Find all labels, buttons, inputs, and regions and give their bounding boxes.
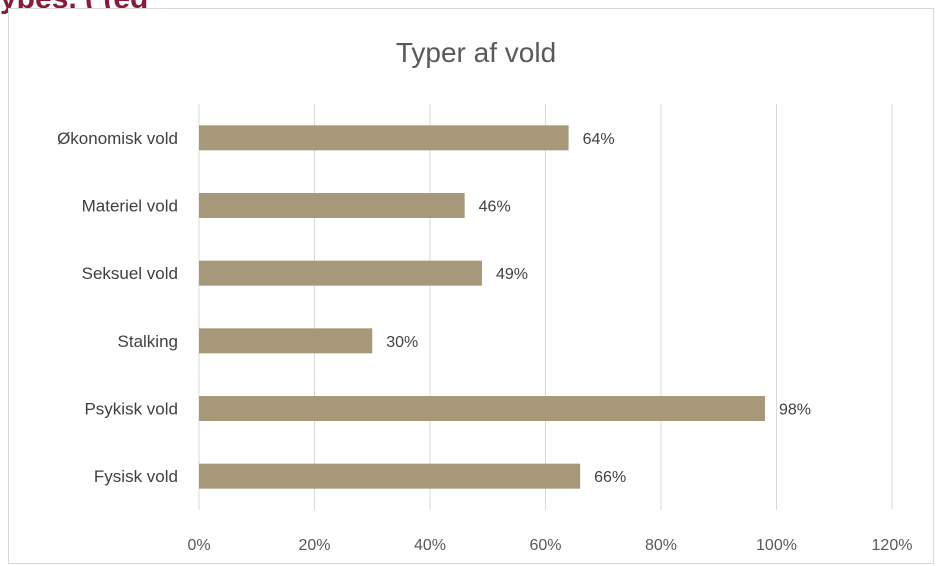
- category-label: Stalking: [118, 332, 178, 351]
- x-tick-label: 0%: [187, 537, 210, 554]
- chart-title: Typer af vold: [396, 37, 556, 68]
- bar: [199, 193, 465, 218]
- category-label: Seksuel vold: [82, 264, 178, 283]
- bar: [199, 463, 581, 489]
- x-tick-label: 60%: [529, 537, 561, 554]
- data-label: 46%: [479, 199, 511, 216]
- data-label: 30%: [386, 334, 418, 351]
- x-tick-label: 120%: [872, 537, 913, 554]
- x-tick-label: 100%: [756, 537, 797, 554]
- x-tick-label: 80%: [645, 537, 677, 554]
- category-label: Psykisk vold: [84, 400, 178, 419]
- gridlines: [198, 104, 893, 510]
- category-label: Økonomisk vold: [57, 129, 178, 148]
- data-label: 49%: [496, 266, 528, 283]
- x-tick-label: 40%: [414, 537, 446, 554]
- category-labels: Økonomisk vold Materiel vold Seksuel vold S…: [57, 129, 178, 486]
- data-labels: 64% 46% 49% 30% 98% 66%: [386, 131, 811, 486]
- bar: [199, 396, 765, 421]
- bar: [199, 328, 373, 354]
- category-label: Materiel vold: [82, 197, 178, 216]
- category-label: Fysisk vold: [94, 467, 178, 486]
- bar: [199, 125, 569, 151]
- bars: [199, 125, 765, 489]
- bar: [199, 260, 482, 286]
- data-label: 64%: [583, 131, 615, 148]
- x-tick-label: 20%: [298, 537, 330, 554]
- x-axis-tick-labels: 0% 20% 40% 60% 80% 100% 120%: [187, 537, 912, 554]
- data-label: 66%: [594, 469, 626, 486]
- data-label: 98%: [779, 402, 811, 419]
